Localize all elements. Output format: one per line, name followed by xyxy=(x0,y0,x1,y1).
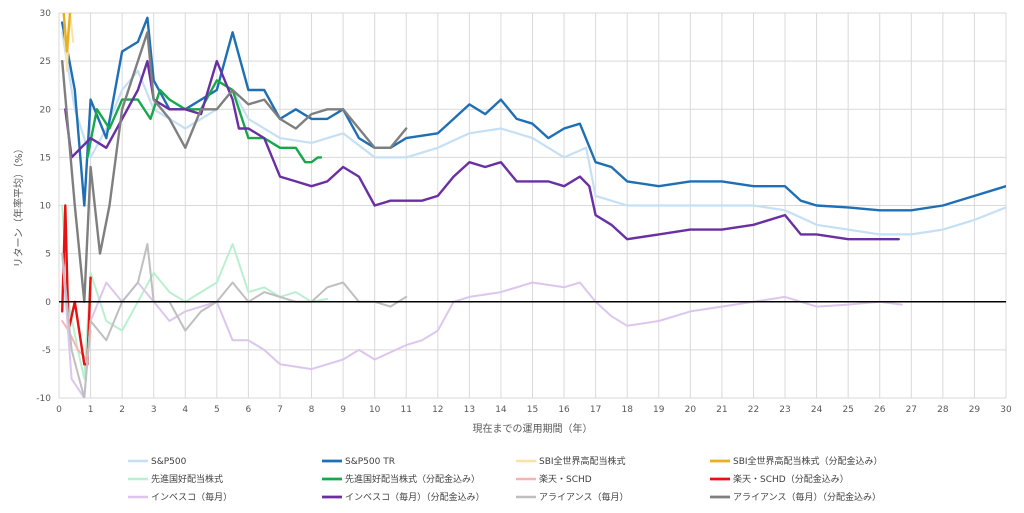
x-tick-label: 27 xyxy=(906,405,917,415)
x-tick-label: 10 xyxy=(369,405,381,415)
legend-label-11: アライアンス（毎月）（分配金込み） xyxy=(733,491,881,503)
legend-label-8: インベスコ（毎月） xyxy=(151,491,232,503)
x-tick-label: 12 xyxy=(432,405,443,415)
x-tick-label: 24 xyxy=(811,405,823,415)
y-tick-label: 25 xyxy=(40,57,51,67)
x-tick-label: 19 xyxy=(653,405,665,415)
y-tick-label: 0 xyxy=(45,298,51,308)
legend-label-3: SBI全世界高配当株式（分配金込み） xyxy=(733,455,883,467)
x-tick-label: 2 xyxy=(119,405,125,415)
x-tick-label: 28 xyxy=(937,405,949,415)
x-tick-label: 8 xyxy=(309,405,315,415)
series-line-11 xyxy=(61,31,408,303)
y-tick-label: 20 xyxy=(40,105,52,115)
y-axis-title: リターン（年率平均）（%） xyxy=(12,143,25,267)
x-tick-label: 20 xyxy=(685,405,697,415)
x-tick-label: 13 xyxy=(464,405,475,415)
x-tick-label: 16 xyxy=(558,405,570,415)
x-tick-label: 7 xyxy=(277,405,283,415)
legend-label-2: SBI全世界高配当株式 xyxy=(539,455,626,467)
x-tick-label: 6 xyxy=(246,405,252,415)
series-line-3 xyxy=(62,13,72,53)
x-tick-label: 5 xyxy=(214,405,220,415)
legend-label-6: 楽天・SCHD xyxy=(539,473,592,485)
legend: S&P500 S&P500 TR SBI全世界高配当株式 SBI全世界高配当株式（分配… xyxy=(128,455,883,503)
x-tick-label: 1 xyxy=(88,405,94,415)
y-tick-label: -10 xyxy=(36,394,51,404)
y-tick-label: 15 xyxy=(40,153,51,163)
x-tick-label: 25 xyxy=(842,405,853,415)
y-tick-label: 5 xyxy=(45,250,51,260)
legend-label-0: S&P500 xyxy=(151,457,187,467)
x-tick-label: 18 xyxy=(621,405,633,415)
legend-label-10: アライアンス（毎月） xyxy=(539,491,628,503)
series-line-9 xyxy=(64,59,900,241)
x-tick-label: 15 xyxy=(527,405,538,415)
x-tick-label: 23 xyxy=(779,405,790,415)
series-line-0 xyxy=(61,31,1006,236)
x-tick-label: 0 xyxy=(56,405,62,415)
x-tick-label: 14 xyxy=(495,405,507,415)
x-tick-label: 30 xyxy=(1000,405,1012,415)
x-axis-title: 現在までの運用期間（年） xyxy=(473,422,593,435)
series-line-1 xyxy=(61,16,1006,212)
x-tick-label: 17 xyxy=(590,405,601,415)
x-tick-label: 11 xyxy=(401,405,412,415)
legend-label-1: S&P500 TR xyxy=(345,457,395,467)
x-axis-ticks: 0 1 2 3 4 5 6 7 8 9 10 11 12 13 14 15 16 17 18 19 20 21 22 23 24… xyxy=(56,405,1012,415)
legend-label-5: 先進国好配当株式（分配金込み） xyxy=(345,473,480,485)
legend-label-7: 楽天・SCHD（分配金込み） xyxy=(733,473,849,485)
y-tick-label: -5 xyxy=(42,346,51,356)
legend-label-4: 先進国好配当株式 xyxy=(151,473,223,485)
y-tick-label: 30 xyxy=(40,9,52,19)
x-tick-label: 3 xyxy=(151,405,157,415)
x-tick-label: 4 xyxy=(182,405,188,415)
legend-label-9: インベスコ（毎月）（分配金込み） xyxy=(345,491,485,503)
series-line-8 xyxy=(61,252,903,398)
grid-lines xyxy=(58,12,1007,399)
x-tick-label: 26 xyxy=(874,405,886,415)
x-tick-label: 22 xyxy=(748,405,759,415)
y-tick-label: 10 xyxy=(40,202,52,212)
series-line-10 xyxy=(61,243,408,398)
y-axis-ticks: -10 -5 0 5 10 15 20 25 30 xyxy=(36,9,51,404)
x-tick-label: 21 xyxy=(716,405,727,415)
x-tick-label: 9 xyxy=(340,405,346,415)
x-tick-label: 29 xyxy=(969,405,981,415)
